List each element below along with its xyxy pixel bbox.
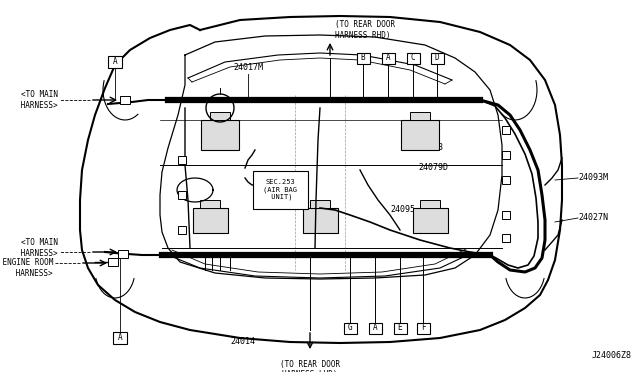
Text: J24006Z8: J24006Z8 bbox=[592, 351, 632, 360]
Bar bbox=[118, 250, 128, 258]
Bar bbox=[502, 176, 510, 184]
Bar bbox=[210, 112, 230, 120]
Bar bbox=[502, 151, 510, 159]
Bar bbox=[502, 234, 510, 242]
Bar bbox=[178, 226, 186, 234]
Bar bbox=[410, 112, 430, 120]
Text: A: A bbox=[372, 324, 378, 333]
Text: 24093M: 24093M bbox=[578, 173, 608, 183]
Bar bbox=[394, 323, 406, 334]
Bar bbox=[401, 120, 439, 150]
Bar bbox=[356, 52, 369, 64]
Bar bbox=[178, 156, 186, 164]
Text: G: G bbox=[348, 324, 352, 333]
Bar bbox=[108, 56, 122, 68]
Text: (TO REAR DOOR
HARNESS LHD): (TO REAR DOOR HARNESS LHD) bbox=[280, 360, 340, 372]
Text: B: B bbox=[361, 54, 365, 62]
Text: 24027N: 24027N bbox=[578, 214, 608, 222]
Text: SEC.253
(AIR BAG
 UNIT): SEC.253 (AIR BAG UNIT) bbox=[263, 180, 297, 201]
Bar bbox=[406, 52, 419, 64]
Bar bbox=[431, 52, 444, 64]
Text: 24058: 24058 bbox=[418, 144, 443, 153]
Bar bbox=[310, 199, 330, 208]
Bar bbox=[193, 208, 227, 232]
Text: 24095: 24095 bbox=[390, 205, 415, 215]
Bar bbox=[120, 96, 130, 104]
Text: 24079D: 24079D bbox=[418, 164, 448, 173]
Text: 24017M: 24017M bbox=[233, 64, 263, 73]
Bar bbox=[413, 208, 447, 232]
Text: <TO MAIN
 HARNESS>: <TO MAIN HARNESS> bbox=[17, 238, 58, 258]
Text: (TO REAR DOOR
HARNESS RHD): (TO REAR DOOR HARNESS RHD) bbox=[335, 20, 395, 40]
Bar bbox=[253, 171, 307, 209]
Bar bbox=[417, 323, 429, 334]
Bar bbox=[381, 52, 394, 64]
Text: <TO ENGINE ROOM
 HARNESS>: <TO ENGINE ROOM HARNESS> bbox=[0, 258, 53, 278]
Text: C: C bbox=[411, 54, 415, 62]
Bar bbox=[502, 211, 510, 219]
Text: F: F bbox=[420, 324, 426, 333]
Text: A: A bbox=[386, 54, 390, 62]
Text: <TO MAIN
 HARNESS>: <TO MAIN HARNESS> bbox=[17, 90, 58, 110]
Bar bbox=[113, 332, 127, 344]
Text: A: A bbox=[113, 58, 117, 67]
Text: E: E bbox=[397, 324, 403, 333]
Bar bbox=[420, 199, 440, 208]
Bar bbox=[502, 126, 510, 134]
Text: 24014: 24014 bbox=[230, 337, 255, 346]
Bar bbox=[369, 323, 381, 334]
Text: A: A bbox=[118, 334, 122, 343]
Bar bbox=[108, 258, 118, 266]
Bar bbox=[201, 120, 239, 150]
Text: D: D bbox=[435, 54, 439, 62]
Bar bbox=[200, 199, 220, 208]
Bar bbox=[178, 191, 186, 199]
Bar bbox=[303, 208, 337, 232]
Bar bbox=[344, 323, 356, 334]
